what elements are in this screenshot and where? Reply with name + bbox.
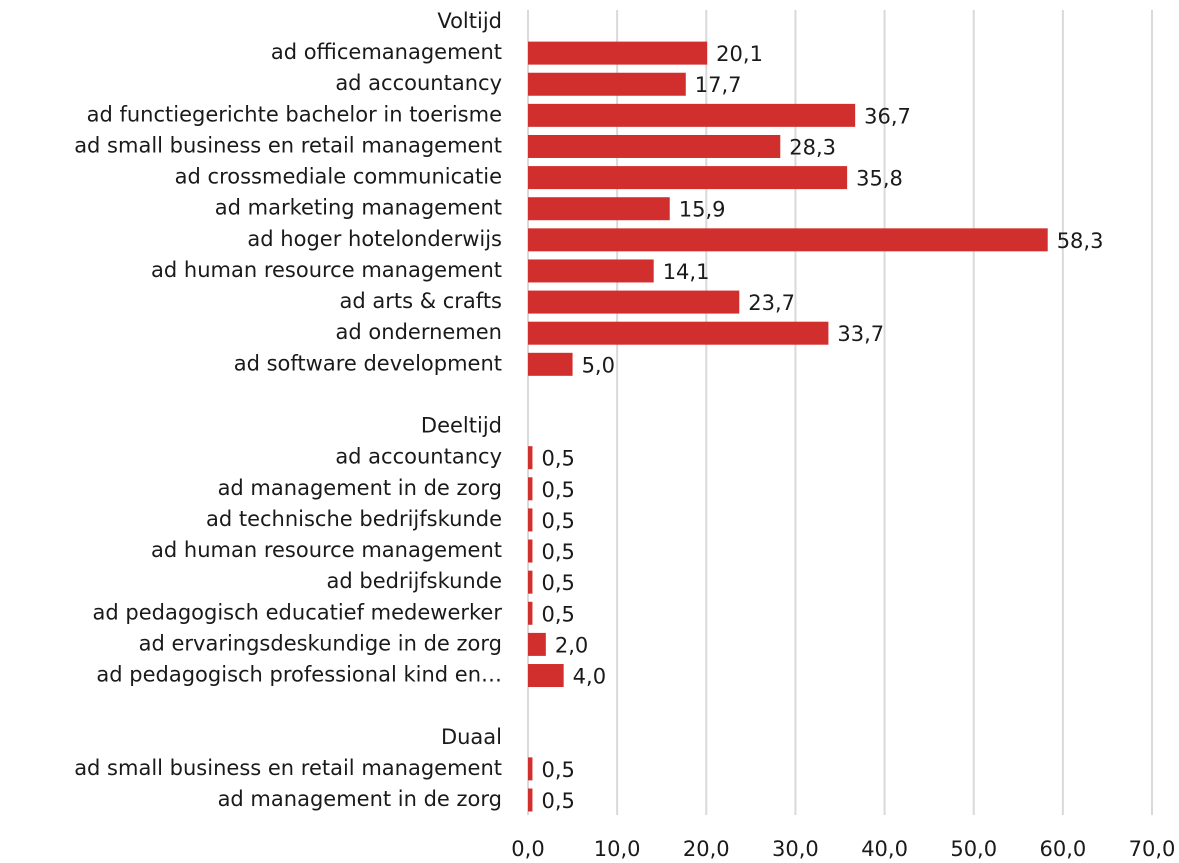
x-tick-label: 60,0 [1039, 837, 1086, 861]
y-tick-label: Deeltijd [421, 414, 502, 438]
bar [528, 352, 573, 376]
y-tick-label: ad crossmediale communicatie [175, 165, 502, 189]
data-label: 0,5 [541, 509, 574, 533]
y-tick-label: ad hoger hotelonderwijs [247, 227, 502, 251]
data-label: 0,5 [541, 758, 574, 782]
bar [528, 321, 829, 345]
y-tick-label: ad accountancy [335, 445, 502, 469]
bar [528, 134, 781, 158]
bar [528, 259, 654, 283]
data-label: 0,5 [541, 571, 574, 595]
data-label: 15,9 [679, 198, 726, 222]
y-tick-label: Voltijd [437, 9, 502, 33]
bar [528, 197, 670, 221]
data-label: 5,0 [582, 353, 615, 377]
data-label: 28,3 [789, 135, 836, 159]
data-label: 23,7 [748, 291, 795, 315]
y-tick-label: ad software development [234, 351, 502, 375]
x-tick-label: 10,0 [594, 837, 641, 861]
bar [528, 103, 856, 127]
data-label: 2,0 [555, 633, 588, 657]
bar [528, 788, 533, 812]
bar [528, 664, 564, 688]
y-tick-label: ad accountancy [335, 71, 502, 95]
bar [528, 601, 533, 625]
y-tick-label: ad small business en retail management [74, 756, 502, 780]
bar [528, 166, 848, 190]
bar [528, 228, 1048, 252]
x-tick-label: 0,0 [511, 837, 544, 861]
bar [528, 757, 533, 781]
bar [528, 539, 533, 563]
bar [528, 446, 533, 470]
data-label: 33,7 [837, 322, 884, 346]
x-tick-label: 70,0 [1129, 837, 1176, 861]
x-tick-label: 30,0 [772, 837, 819, 861]
bar [528, 508, 533, 532]
x-tick-label: 40,0 [861, 837, 908, 861]
x-tick-label: 50,0 [950, 837, 997, 861]
data-label: 0,5 [541, 447, 574, 471]
y-tick-label: ad officemanagement [271, 40, 502, 64]
bar [528, 72, 686, 96]
y-tick-label: ad technische bedrijfskunde [206, 507, 502, 531]
y-tick-label: Duaal [441, 725, 502, 749]
data-label: 36,7 [864, 104, 911, 128]
y-tick-label: ad bedrijfskunde [327, 569, 502, 593]
data-label: 0,5 [541, 602, 574, 626]
y-tick-label: ad human resource management [151, 538, 502, 562]
y-tick-label: ad ervaringsdeskundige in de zorg [139, 631, 502, 655]
data-label: 35,8 [856, 167, 903, 191]
data-label: 58,3 [1057, 229, 1104, 253]
y-tick-label: ad management in de zorg [218, 476, 502, 500]
x-tick-label: 20,0 [683, 837, 730, 861]
y-tick-label: ad marketing management [215, 196, 502, 220]
data-label: 0,5 [541, 540, 574, 564]
data-label: 4,0 [573, 665, 606, 689]
data-label: 0,5 [541, 789, 574, 813]
data-label: 20,1 [716, 42, 763, 66]
y-tick-label: ad management in de zorg [218, 787, 502, 811]
bar [528, 290, 740, 314]
bar [528, 41, 708, 65]
y-tick-label: ad ondernemen [336, 320, 502, 344]
data-label: 14,1 [663, 260, 710, 284]
bar [528, 632, 546, 656]
data-label: 17,7 [695, 73, 742, 97]
y-tick-label: ad arts & crafts [339, 289, 502, 313]
y-tick-label: ad small business en retail management [74, 133, 502, 157]
bar [528, 570, 533, 594]
y-tick-label: ad pedagogisch educatief medewerker [93, 600, 503, 624]
bar [528, 477, 533, 501]
y-tick-label: ad functiegerichte bachelor in toerisme [87, 102, 502, 126]
y-tick-label: ad human resource management [151, 258, 502, 282]
data-label: 0,5 [541, 478, 574, 502]
y-tick-label: ad pedagogisch professional kind en… [96, 663, 502, 687]
